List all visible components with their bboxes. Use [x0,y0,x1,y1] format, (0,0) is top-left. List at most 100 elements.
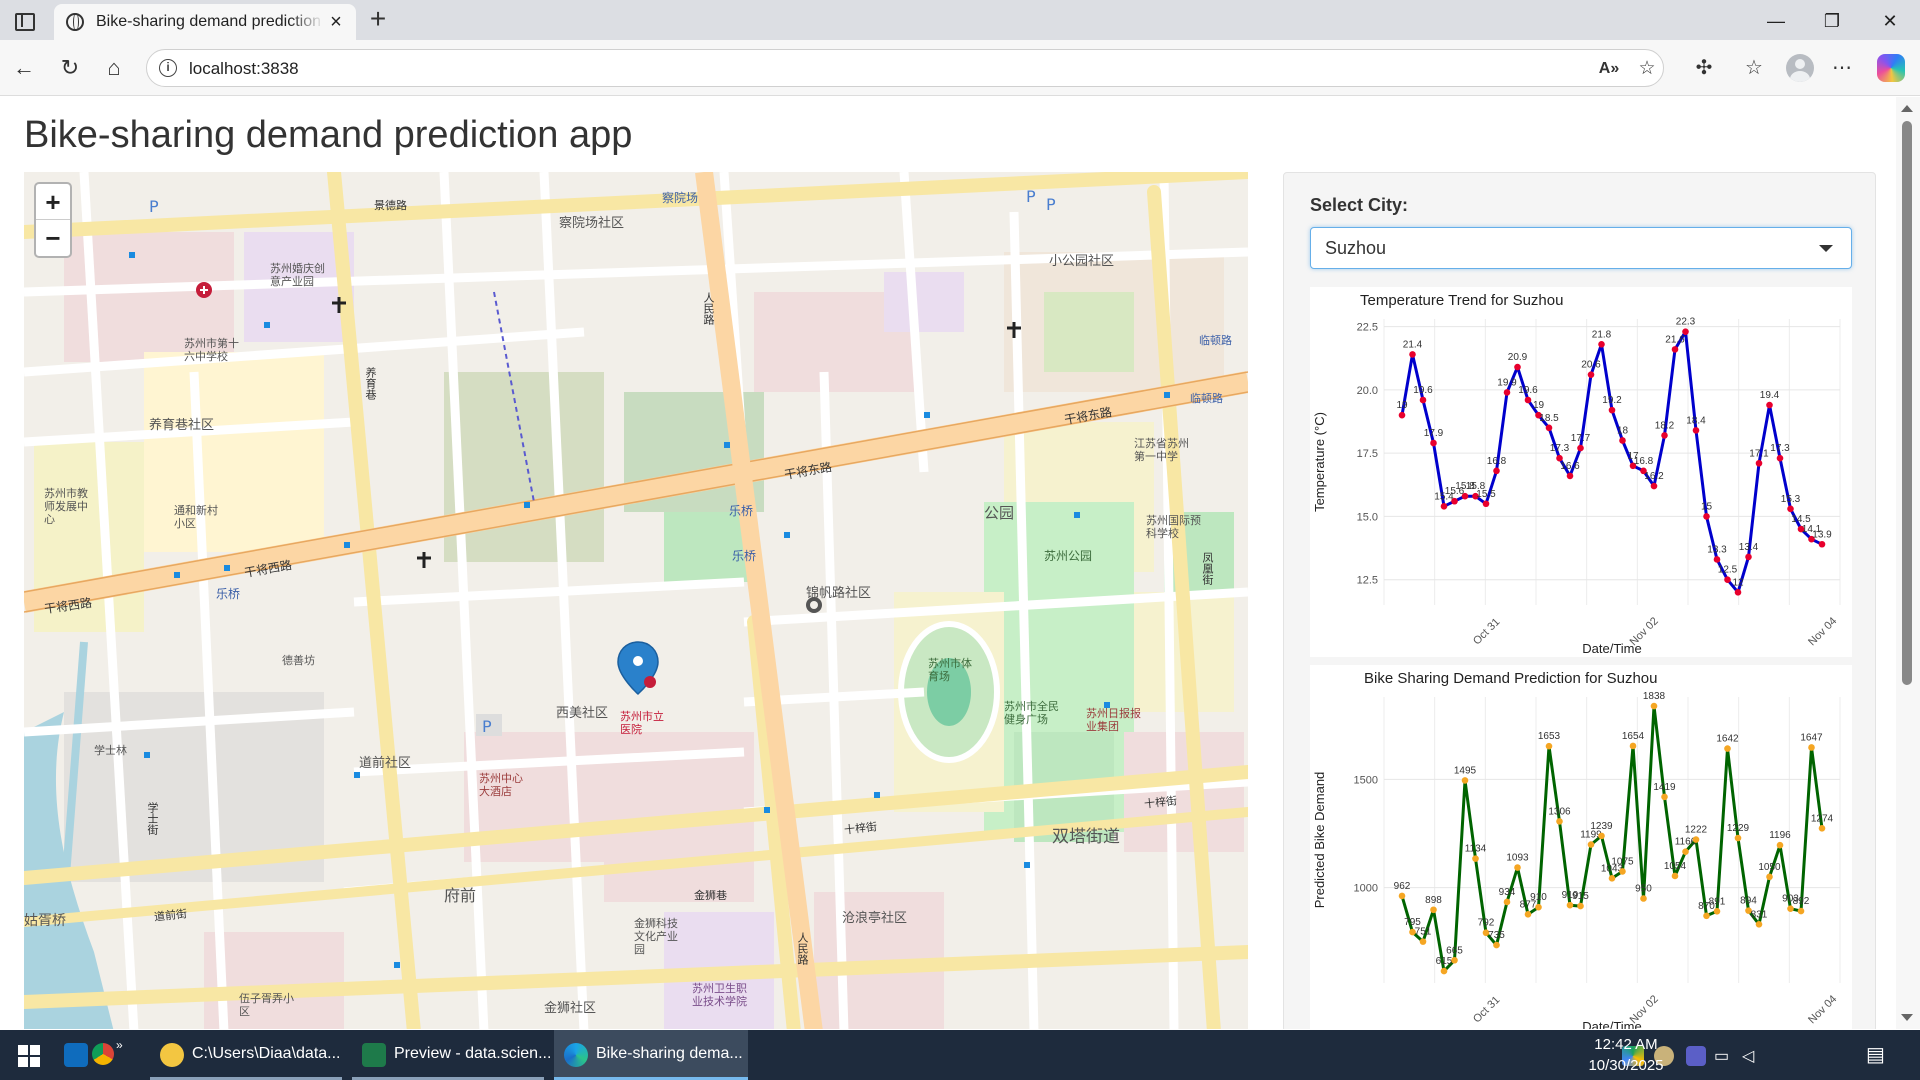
data-label: 950 [1635,884,1652,895]
map-tiles[interactable]: P P P P [24,172,1248,1029]
read-aloud-icon[interactable]: A» [1598,60,1620,77]
overflow-chevron-icon[interactable]: » [116,1038,123,1052]
chart-title: Temperature Trend for Suzhou [1360,292,1563,309]
taskbar-app-explorer[interactable]: C:\Users\Diaa\data... [150,1030,342,1080]
data-label: 17.7 [1571,433,1591,444]
scroll-down-icon[interactable] [1901,1014,1913,1021]
y-tick-label: 1500 [1354,774,1378,786]
temperature-chart-svg: Temperature Trend for Suzhou 12.5 15.0 17.5… [1312,292,1841,656]
data-label: 1306 [1548,806,1571,817]
data-label: 1199 [1580,830,1602,841]
map-label: 十梓街 [843,820,878,837]
favorites-icon[interactable]: ☆ [1745,57,1763,79]
refresh-icon[interactable]: ↻ [60,55,80,80]
tab-actions-icon[interactable] [10,8,38,32]
copilot-icon[interactable] [1877,54,1905,82]
taskbar-clock[interactable]: 12:42 AM 10/30/2025 [1574,1034,1678,1076]
y-axis-label: Predicted Bike Demand [1312,772,1327,909]
scroll-thumb[interactable] [1902,121,1912,685]
data-point [1755,920,1763,928]
browser-tab[interactable]: Bike-sharing demand prediction app × [54,4,356,40]
data-label: 1653 [1538,731,1561,742]
outlook-icon[interactable] [64,1043,88,1067]
data-label: 19.6 [1413,385,1433,396]
taskbar-app-label: Preview - data.scien... [394,1045,552,1062]
windows-start-icon[interactable] [18,1045,40,1067]
map-label: 金狮社区 [544,1001,597,1016]
data-point [1430,906,1437,914]
data-point [1671,872,1679,880]
weather-icon[interactable] [1654,1046,1674,1066]
data-point [1608,406,1616,414]
map-label: 十梓街 [1143,794,1178,811]
new-tab-button[interactable]: + [369,3,387,34]
map-label: 干将西路 [243,557,293,581]
data-label: 16.2 [1644,471,1664,482]
url-field[interactable]: i localhost:3838 A» ☆ [146,49,1664,87]
teams-icon[interactable] [1686,1046,1706,1066]
zoom-out-button[interactable]: − [45,223,61,253]
data-point [1419,396,1427,404]
city-select[interactable]: Suzhou [1310,227,1852,269]
favorite-star-icon[interactable]: ☆ [1638,58,1656,79]
data-point [1776,841,1784,849]
data-point [1797,525,1805,533]
map-labels: 苏州市第十六中学校 养育巷社区 苏州市教师发展中心 通和新村小区 苏州婚庆创意产… [24,172,1248,1029]
map-label: 人民路 [796,932,809,965]
data-point [1472,492,1479,500]
taskbar-app-label: Bike-sharing dema... [596,1045,743,1062]
map-label: 察院场 [662,191,699,205]
scroll-up-icon[interactable] [1901,105,1913,112]
restore-icon[interactable]: ❐ [1823,11,1841,31]
close-tab-icon[interactable]: × [330,11,342,33]
volume-icon[interactable]: ◁ [1742,1048,1755,1065]
notifications-icon[interactable]: ▤ [1866,1044,1885,1066]
map-label: 苏州市立医院 [620,710,664,736]
city-map[interactable]: P P P P 苏州市第十六中学校 养育巷社区 苏州市教师发展中心 通和新村小区… [24,172,1248,1029]
chrome-icon[interactable] [92,1043,114,1065]
data-point [1556,454,1563,462]
data-point [1713,907,1721,915]
data-label: 15.5 [1476,489,1496,500]
zoom-in-button[interactable]: + [36,184,70,220]
outlook-chrome-icons[interactable] [60,1030,114,1080]
more-options-icon[interactable]: ⋯ [1832,57,1852,79]
data-label: 15.3 [1781,494,1801,505]
data-point [1661,793,1668,801]
map-label: 小公园社区 [1049,254,1115,269]
data-point [1818,540,1826,548]
data-point [1724,576,1731,583]
site-info-icon[interactable]: i [159,59,177,77]
extensions-icon[interactable]: ✣ [1695,57,1713,79]
map-label: 察院场社区 [559,216,625,231]
map-label: 府前 [444,886,477,905]
data-point [1598,341,1605,348]
data-label: 1054 [1664,861,1687,872]
google-drive-icon[interactable] [1622,1046,1644,1066]
preview-icon [362,1043,386,1067]
data-point [1608,875,1616,882]
taskbar-indicator [150,1077,342,1080]
network-icon[interactable]: ▭ [1714,1048,1730,1065]
data-label: 13.3 [1707,544,1727,555]
data-label: 15.4 [1434,491,1454,502]
map-label: 姑胥桥 [24,913,66,929]
data-label: 19.4 [1760,390,1780,401]
data-point [1766,401,1773,409]
close-window-icon[interactable]: ✕ [1882,11,1898,31]
taskbar-app-preview[interactable]: Preview - data.scien... [352,1030,551,1080]
page-scrollbar[interactable] [1896,97,1920,1029]
data-label: 934 [1499,887,1516,898]
data-point [1787,505,1794,513]
home-icon[interactable]: ⌂ [107,55,121,80]
data-point [1409,928,1416,936]
back-icon[interactable]: ← [13,55,35,80]
map-label: 养育巷社区 [149,418,215,433]
data-label: 894 [1740,896,1757,907]
data-point [1629,742,1637,750]
tab-title: Bike-sharing demand prediction app [96,13,324,30]
profile-avatar[interactable] [1786,54,1814,82]
taskbar-app-edge[interactable]: Bike-sharing dema... [554,1030,748,1080]
minimize-icon[interactable]: — [1767,11,1785,31]
data-label: 615 [1436,956,1453,967]
